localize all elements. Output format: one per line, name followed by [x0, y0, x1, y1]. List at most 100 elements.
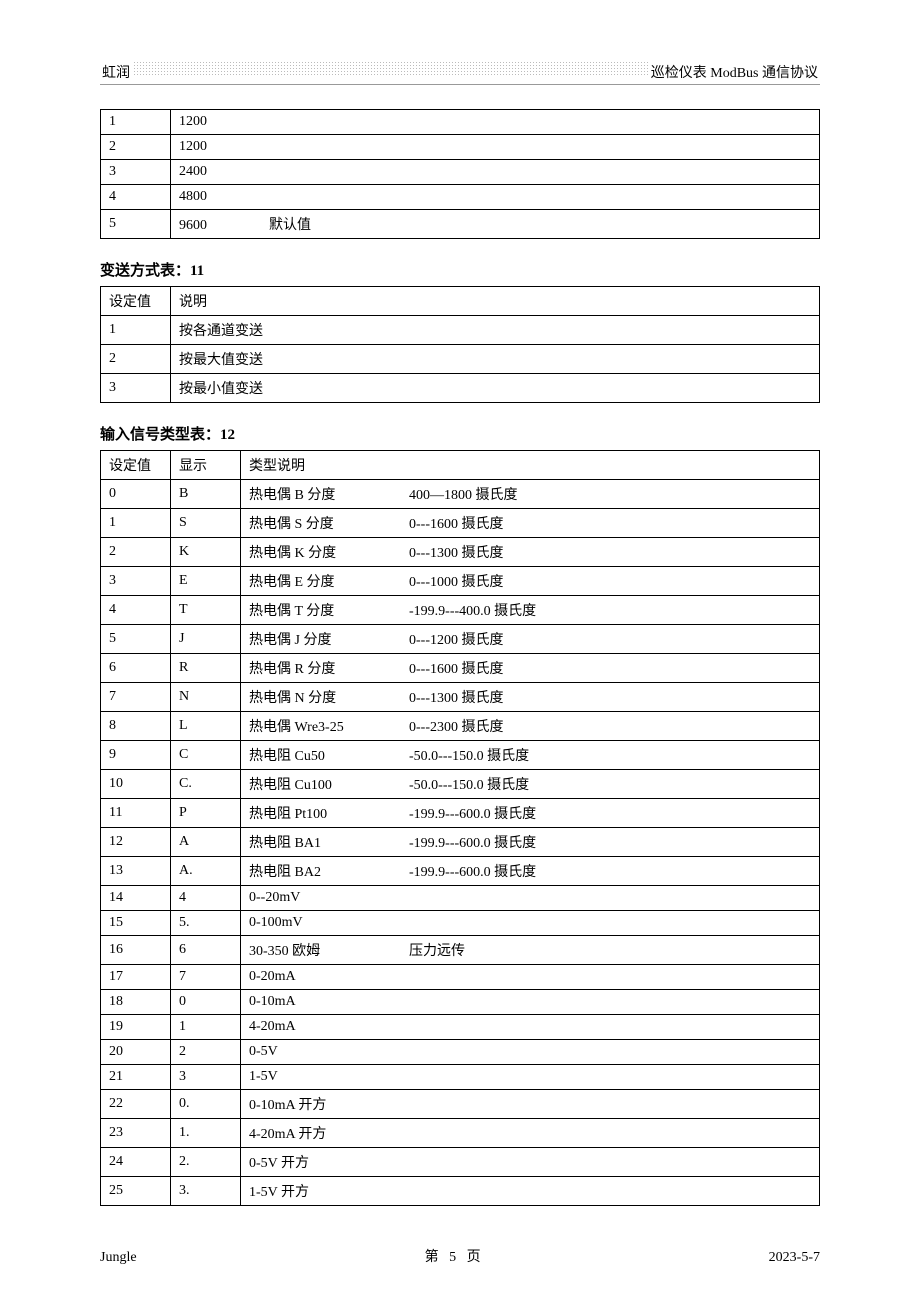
- transmit-mode-table: 设定值 说明 1按各通道变送2按最大值变送3按最小值变送: [100, 286, 820, 403]
- cell-value: 2400: [171, 160, 820, 185]
- input-signal-type-table: 设定值 显示 类型说明 0B热电偶 B 分度400—1800 摄氏度1S热电偶 …: [100, 450, 820, 1206]
- cell-typedesc: 热电阻 Cu100-50.0---150.0 摄氏度: [241, 770, 820, 799]
- table-header-row: 设定值 显示 类型说明: [101, 451, 820, 480]
- footer-page: 第 5 页: [425, 1246, 481, 1266]
- cell-setval: 4: [101, 596, 171, 625]
- table-row: 3E热电偶 E 分度0---1000 摄氏度: [101, 567, 820, 596]
- cell-display: 6: [171, 936, 241, 965]
- cell-setval: 0: [101, 480, 171, 509]
- cell-typedesc: 0-10mA: [241, 990, 820, 1015]
- cell-display: 4: [171, 886, 241, 911]
- table-row: 7N热电偶 N 分度0---1300 摄氏度: [101, 683, 820, 712]
- cell-setval: 25: [101, 1177, 171, 1206]
- table-row: 1按各通道变送: [101, 316, 820, 345]
- cell-display: 3.: [171, 1177, 241, 1206]
- cell-setval: 19: [101, 1015, 171, 1040]
- table-row: 32400: [101, 160, 820, 185]
- cell-setval: 16: [101, 936, 171, 965]
- table-row: 220.0-10mA 开方: [101, 1090, 820, 1119]
- cell-typedesc: 热电偶 J 分度0---1200 摄氏度: [241, 625, 820, 654]
- cell-value: 1200: [171, 110, 820, 135]
- cell-typedesc: 4-20mA 开方: [241, 1119, 820, 1148]
- section-11-title: 变送方式表：11: [100, 259, 820, 280]
- col-header-setval: 设定值: [101, 287, 171, 316]
- baud-rate-table: 1120021200324004480059600默认值: [100, 109, 820, 239]
- table-row: 11P热电阻 Pt100-199.9---600.0 摄氏度: [101, 799, 820, 828]
- cell-typedesc: 热电阻 BA1-199.9---600.0 摄氏度: [241, 828, 820, 857]
- cell-typedesc: 4-20mA: [241, 1015, 820, 1040]
- table-row: 0B热电偶 B 分度400—1800 摄氏度: [101, 480, 820, 509]
- cell-typedesc: 0-5V 开方: [241, 1148, 820, 1177]
- cell-setval: 18: [101, 990, 171, 1015]
- cell-display: 7: [171, 965, 241, 990]
- cell-display: T: [171, 596, 241, 625]
- cell-value: 9600默认值: [171, 210, 820, 239]
- cell-display: K: [171, 538, 241, 567]
- table-row: 155.0-100mV: [101, 911, 820, 936]
- cell-setval: 6: [101, 654, 171, 683]
- cell-index: 2: [101, 135, 171, 160]
- cell-typedesc: 1-5V 开方: [241, 1177, 820, 1206]
- cell-display: 3: [171, 1065, 241, 1090]
- cell-display: 2.: [171, 1148, 241, 1177]
- cell-setval: 1: [101, 316, 171, 345]
- footer-date: 2023-5-7: [769, 1250, 820, 1266]
- cell-display: B: [171, 480, 241, 509]
- table-row: 11200: [101, 110, 820, 135]
- cell-setval: 5: [101, 625, 171, 654]
- table-row: 4T热电偶 T 分度-199.9---400.0 摄氏度: [101, 596, 820, 625]
- cell-typedesc: 热电偶 K 分度0---1300 摄氏度: [241, 538, 820, 567]
- cell-index: 1: [101, 110, 171, 135]
- cell-value: 1200: [171, 135, 820, 160]
- cell-display: C: [171, 741, 241, 770]
- cell-display: A: [171, 828, 241, 857]
- cell-setval: 8: [101, 712, 171, 741]
- section-12-title: 输入信号类型表：12: [100, 423, 820, 444]
- cell-desc: 按最小值变送: [171, 374, 820, 403]
- cell-typedesc: 热电偶 T 分度-199.9---400.0 摄氏度: [241, 596, 820, 625]
- col-header-typedesc: 类型说明: [241, 451, 820, 480]
- cell-display: E: [171, 567, 241, 596]
- cell-setval: 14: [101, 886, 171, 911]
- table-row: 2按最大值变送: [101, 345, 820, 374]
- table-row: 6R热电偶 R 分度0---1600 摄氏度: [101, 654, 820, 683]
- cell-setval: 11: [101, 799, 171, 828]
- cell-value: 4800: [171, 185, 820, 210]
- cell-display: 1.: [171, 1119, 241, 1148]
- table-row: 9C热电阻 Cu50-50.0---150.0 摄氏度: [101, 741, 820, 770]
- cell-typedesc: 0--20mV: [241, 886, 820, 911]
- table-row: 59600默认值: [101, 210, 820, 239]
- header-left: 虹润: [100, 62, 132, 82]
- page-header: 虹润 巡检仪表 ModBus 通信协议: [100, 60, 820, 85]
- cell-typedesc: 热电偶 E 分度0---1000 摄氏度: [241, 567, 820, 596]
- table-row: 12A热电阻 BA1-199.9---600.0 摄氏度: [101, 828, 820, 857]
- cell-setval: 3: [101, 374, 171, 403]
- cell-typedesc: 0-5V: [241, 1040, 820, 1065]
- table-row: 44800: [101, 185, 820, 210]
- cell-display: 1: [171, 1015, 241, 1040]
- cell-display: 0: [171, 990, 241, 1015]
- cell-display: S: [171, 509, 241, 538]
- table-row: 1800-10mA: [101, 990, 820, 1015]
- cell-setval: 21: [101, 1065, 171, 1090]
- cell-setval: 22: [101, 1090, 171, 1119]
- cell-typedesc: 热电阻 Pt100-199.9---600.0 摄氏度: [241, 799, 820, 828]
- table-row: 13A.热电阻 BA2-199.9---600.0 摄氏度: [101, 857, 820, 886]
- cell-display: 2: [171, 1040, 241, 1065]
- cell-typedesc: 热电阻 Cu50-50.0---150.0 摄氏度: [241, 741, 820, 770]
- table-row: 2K热电偶 K 分度0---1300 摄氏度: [101, 538, 820, 567]
- cell-index: 3: [101, 160, 171, 185]
- cell-typedesc: 热电偶 R 分度0---1600 摄氏度: [241, 654, 820, 683]
- table-row: 1440--20mV: [101, 886, 820, 911]
- footer-left: Jungle: [100, 1250, 137, 1266]
- cell-setval: 10: [101, 770, 171, 799]
- table-row: 1770-20mA: [101, 965, 820, 990]
- table-row: 2131-5V: [101, 1065, 820, 1090]
- cell-setval: 2: [101, 345, 171, 374]
- table-header-row: 设定值 说明: [101, 287, 820, 316]
- table-row: 16630-350 欧姆压力远传: [101, 936, 820, 965]
- table-row: 5J热电偶 J 分度0---1200 摄氏度: [101, 625, 820, 654]
- cell-display: C.: [171, 770, 241, 799]
- cell-desc: 按最大值变送: [171, 345, 820, 374]
- table-row: 1914-20mA: [101, 1015, 820, 1040]
